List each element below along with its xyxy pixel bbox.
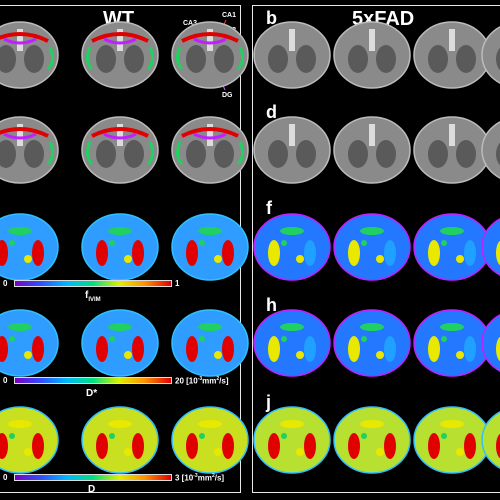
brain-slice: [171, 309, 249, 377]
brain-slice: [253, 21, 331, 89]
brain-slice: [333, 213, 411, 281]
colorbar-fivim-min: 0: [3, 279, 8, 288]
panel-letter-j: j: [266, 392, 272, 412]
annotation-ca3: CA3: [183, 20, 198, 27]
colorbar-d-label: D: [88, 484, 96, 495]
brain-slice: [253, 213, 331, 281]
max-post: mm: [202, 376, 217, 386]
brain-slice: [333, 406, 411, 474]
max-sup2: 2: [216, 376, 220, 382]
brain-slice: [481, 314, 500, 372]
annotation-dg: DG: [222, 92, 233, 99]
brain-slice: [81, 213, 159, 281]
brain-slice: [171, 21, 249, 89]
brain-slice: [481, 26, 500, 84]
brain-slice: [481, 218, 500, 276]
brain-slice: [171, 213, 249, 281]
label-sub: IVIM: [88, 297, 101, 303]
brain-slice: [413, 406, 491, 474]
panel-letter-f: f: [266, 198, 272, 218]
colorbar-dstar-bar: [14, 377, 172, 384]
brain-slice: [253, 309, 331, 377]
brain-slice: [0, 406, 59, 474]
panel-letter-b: b: [266, 8, 277, 28]
brain-slice: [333, 309, 411, 377]
max-sup2: 2: [211, 473, 215, 479]
colorbar-d-max: 3 [10-3mm2/s]: [175, 473, 224, 483]
panel-letter-d: d: [266, 102, 277, 122]
brain-slice: [333, 21, 411, 89]
brain-slice: [0, 213, 59, 281]
colorbar-fivim-label: fIVIM: [85, 290, 101, 303]
colorbar-d-min: 0: [3, 473, 8, 482]
max-post: mm: [197, 473, 212, 483]
brain-slice: [81, 309, 159, 377]
max-sup: -3: [193, 473, 198, 479]
brain-slice: [413, 21, 491, 89]
brain-slice: [481, 411, 500, 469]
brain-slice: [333, 116, 411, 184]
brain-slice: [171, 116, 249, 184]
max-pre: [10: [179, 473, 194, 483]
brain-slice: [0, 21, 59, 89]
max-end: /s]: [214, 473, 225, 483]
max-end: /s]: [219, 376, 229, 386]
brain-slice: [171, 406, 249, 474]
brain-slice: [253, 406, 331, 474]
colorbar-dstar-label: D*: [86, 388, 98, 399]
brain-slice: [481, 121, 500, 179]
max-sup: -3: [197, 376, 203, 382]
brain-slice: [0, 309, 59, 377]
brain-slice: [253, 116, 331, 184]
max-value: 20: [175, 376, 184, 386]
colorbar-fivim-bar: [14, 280, 172, 287]
5xfad-panel: [252, 5, 500, 493]
label-main: f: [85, 290, 89, 301]
brain-slice: [413, 309, 491, 377]
colorbar-dstar-min: 0: [3, 376, 8, 385]
brain-slice: [81, 116, 159, 184]
colorbar-fivim-max: 1: [175, 279, 180, 288]
max-pre: [10: [183, 376, 198, 386]
brain-slice: [81, 406, 159, 474]
brain-slice: [0, 116, 59, 184]
colorbar-dstar-max: 20 [10-3mm2/s]: [175, 376, 229, 386]
colorbar-d-bar: [14, 474, 172, 481]
brain-slice: [413, 116, 491, 184]
annotation-ca1: CA1: [222, 12, 237, 19]
max-value: 3: [175, 473, 180, 483]
brain-slice: [413, 213, 491, 281]
panel-letter-h: h: [266, 295, 277, 315]
brain-slice: [81, 21, 159, 89]
